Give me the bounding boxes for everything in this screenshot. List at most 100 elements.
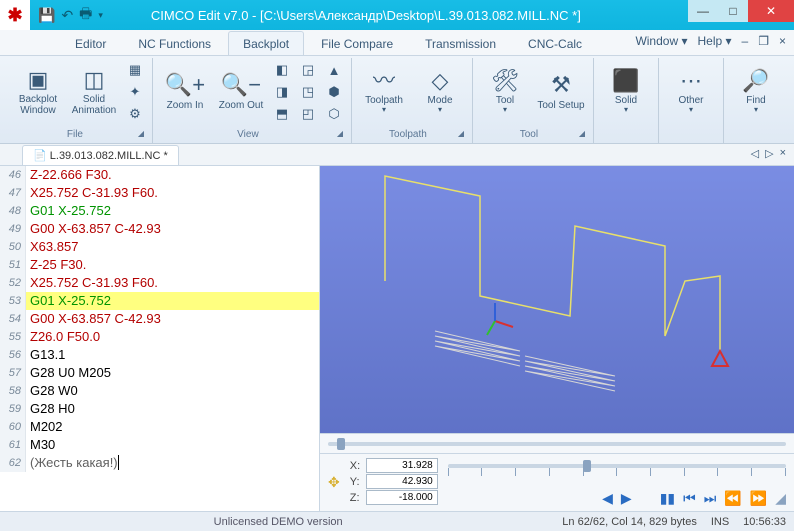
view-s7[interactable]: ▲ (323, 60, 345, 80)
code-line[interactable]: 52X25.752 C-31.93 F60. (0, 274, 319, 292)
code-line[interactable]: 48G01 X-25.752 (0, 202, 319, 220)
pause-icon[interactable]: ▮▮ (660, 490, 675, 507)
status-time: 10:56:33 (743, 516, 786, 528)
zoom-out-button[interactable]: 🔍−Zoom Out (215, 60, 267, 122)
timeline-slider[interactable] (328, 442, 786, 446)
file-small-1[interactable]: ▦ (124, 60, 146, 80)
speed-ticks (448, 468, 786, 490)
line-number: 58 (0, 382, 26, 400)
group-find: 🔎Find▾ (724, 58, 788, 143)
code-line[interactable]: 61M30 (0, 436, 319, 454)
tab-file-compare[interactable]: File Compare (306, 31, 408, 55)
tab-cnc-calc[interactable]: CNC-Calc (513, 31, 597, 55)
print-icon[interactable]: 🖶 (79, 3, 92, 27)
view-s9[interactable]: ⬡ (323, 104, 345, 124)
group-tool-expand-icon[interactable]: ◢ (579, 129, 585, 138)
tool-setup-button[interactable]: ⚒Tool Setup (535, 60, 587, 122)
view-s2[interactable]: ◨ (271, 82, 293, 102)
timeline-slider-row (320, 433, 794, 453)
group-view-expand-icon[interactable]: ◢ (337, 129, 343, 138)
tab-transmission[interactable]: Transmission (410, 31, 511, 55)
maximize-button[interactable]: □ (718, 0, 748, 22)
file-small-3[interactable]: ⚙ (124, 104, 146, 124)
resize-grip-icon[interactable]: ◢ (775, 490, 786, 507)
play-rev-icon[interactable]: ◀ (602, 490, 613, 507)
app-logo: ✱ (0, 0, 30, 30)
step-fwd-icon[interactable]: ⏭ (704, 490, 717, 507)
tab-editor[interactable]: Editor (60, 31, 121, 55)
skip-fwd-icon[interactable]: ⏩ (750, 490, 767, 507)
doc-nav-next-icon[interactable]: ▷ (763, 147, 775, 160)
document-tab[interactable]: 📄 L.39.013.082.MILL.NC * (22, 145, 179, 165)
qat-dropdown-icon[interactable]: ▾ (98, 10, 103, 21)
minimize-button[interactable]: — (688, 0, 718, 22)
view-s3[interactable]: ⬒ (271, 104, 293, 124)
code-line[interactable]: 49G00 X-63.857 C-42.93 (0, 220, 319, 238)
mdi-restore-icon[interactable]: ❐ (758, 34, 769, 48)
code-line[interactable]: 46Z-22.666 F30. (0, 166, 319, 184)
skip-back-icon[interactable]: ⏪ (724, 490, 741, 507)
status-insert-mode: INS (711, 516, 729, 528)
coord-z-input[interactable] (366, 490, 438, 505)
doc-nav-close-icon[interactable]: × (778, 147, 788, 160)
code-text: G00 X-63.857 C-42.93 (26, 310, 161, 328)
backplot-window-button[interactable]: ▣Backplot Window (12, 60, 64, 122)
group-toolpath-expand-icon[interactable]: ◢ (458, 129, 464, 138)
undo-icon[interactable]: ↶ (61, 7, 73, 24)
coord-y-input[interactable] (366, 474, 438, 489)
coord-x-input[interactable] (366, 458, 438, 473)
solid-button[interactable]: ⬛Solid▾ (600, 60, 652, 122)
save-icon[interactable]: 💾 (38, 7, 55, 24)
code-line[interactable]: 55Z26.0 F50.0 (0, 328, 319, 346)
doc-nav-prev-icon[interactable]: ◁ (749, 147, 761, 160)
line-number: 60 (0, 418, 26, 436)
code-line[interactable]: 56G13.1 (0, 346, 319, 364)
code-line[interactable]: 58G28 W0 (0, 382, 319, 400)
line-number: 61 (0, 436, 26, 454)
code-text: G28 H0 (26, 400, 75, 418)
code-line[interactable]: 59G28 H0 (0, 400, 319, 418)
code-line[interactable]: 53G01 X-25.752 (0, 292, 319, 310)
backplot-3d-view[interactable] (320, 166, 794, 433)
group-file-expand-icon[interactable]: ◢ (138, 129, 144, 138)
group-view: 🔍+Zoom In 🔍−Zoom Out ◧◨⬒ ◲◳◰ ▲⬢⬡ View◢ (153, 58, 352, 143)
tab-backplot[interactable]: Backplot (228, 31, 304, 55)
tab-nc-functions[interactable]: NC Functions (123, 31, 226, 55)
toolpath-button[interactable]: 〰Toolpath▾ (358, 60, 410, 122)
find-button[interactable]: 🔎Find▾ (730, 60, 782, 122)
group-toolpath-label: Toolpath (389, 129, 427, 140)
code-text: X63.857 (26, 238, 78, 256)
code-line[interactable]: 47X25.752 C-31.93 F60. (0, 184, 319, 202)
view-s5[interactable]: ◳ (297, 82, 319, 102)
other-button[interactable]: ⋯Other▾ (665, 60, 717, 122)
close-button[interactable]: ✕ (748, 0, 794, 22)
solid-animation-button[interactable]: ◫Solid Animation (68, 60, 120, 122)
view-s1[interactable]: ◧ (271, 60, 293, 80)
zoom-in-button[interactable]: 🔍+Zoom In (159, 60, 211, 122)
coords-and-playback: ✥ X: Y: Z: ◀ ▶ ▮▮ ⏮ ⏭ (320, 453, 794, 511)
window-menu[interactable]: Window ▾ (635, 34, 687, 48)
mode-button[interactable]: ◇Mode▾ (414, 60, 466, 122)
code-line[interactable]: 51Z-25 F30. (0, 256, 319, 274)
code-text: G28 W0 (26, 382, 78, 400)
code-line[interactable]: 60M202 (0, 418, 319, 436)
code-line[interactable]: 50X63.857 (0, 238, 319, 256)
file-small-2[interactable]: ✦ (124, 82, 146, 102)
tool-button[interactable]: 🛠Tool▾ (479, 60, 531, 122)
group-other: ⋯Other▾ (659, 58, 724, 143)
step-back-icon[interactable]: ⏮ (683, 490, 696, 507)
code-line[interactable]: 54G00 X-63.857 C-42.93 (0, 310, 319, 328)
code-line[interactable]: 62(Жесть какая!) (0, 454, 319, 472)
mdi-close-icon[interactable]: × (779, 34, 786, 48)
code-text: G01 X-25.752 (26, 202, 111, 220)
code-editor[interactable]: 46Z-22.666 F30.47X25.752 C-31.93 F60.48G… (0, 166, 320, 511)
help-menu[interactable]: Help ▾ (697, 34, 731, 48)
group-tool: 🛠Tool▾ ⚒Tool Setup Tool◢ (473, 58, 594, 143)
mdi-minimize-icon[interactable]: – (742, 34, 749, 48)
view-s4[interactable]: ◲ (297, 60, 319, 80)
play-fwd-icon[interactable]: ▶ (621, 490, 632, 507)
code-line[interactable]: 57G28 U0 M205 (0, 364, 319, 382)
view-s8[interactable]: ⬢ (323, 82, 345, 102)
view-s6[interactable]: ◰ (297, 104, 319, 124)
window-buttons: — □ ✕ (688, 0, 794, 22)
